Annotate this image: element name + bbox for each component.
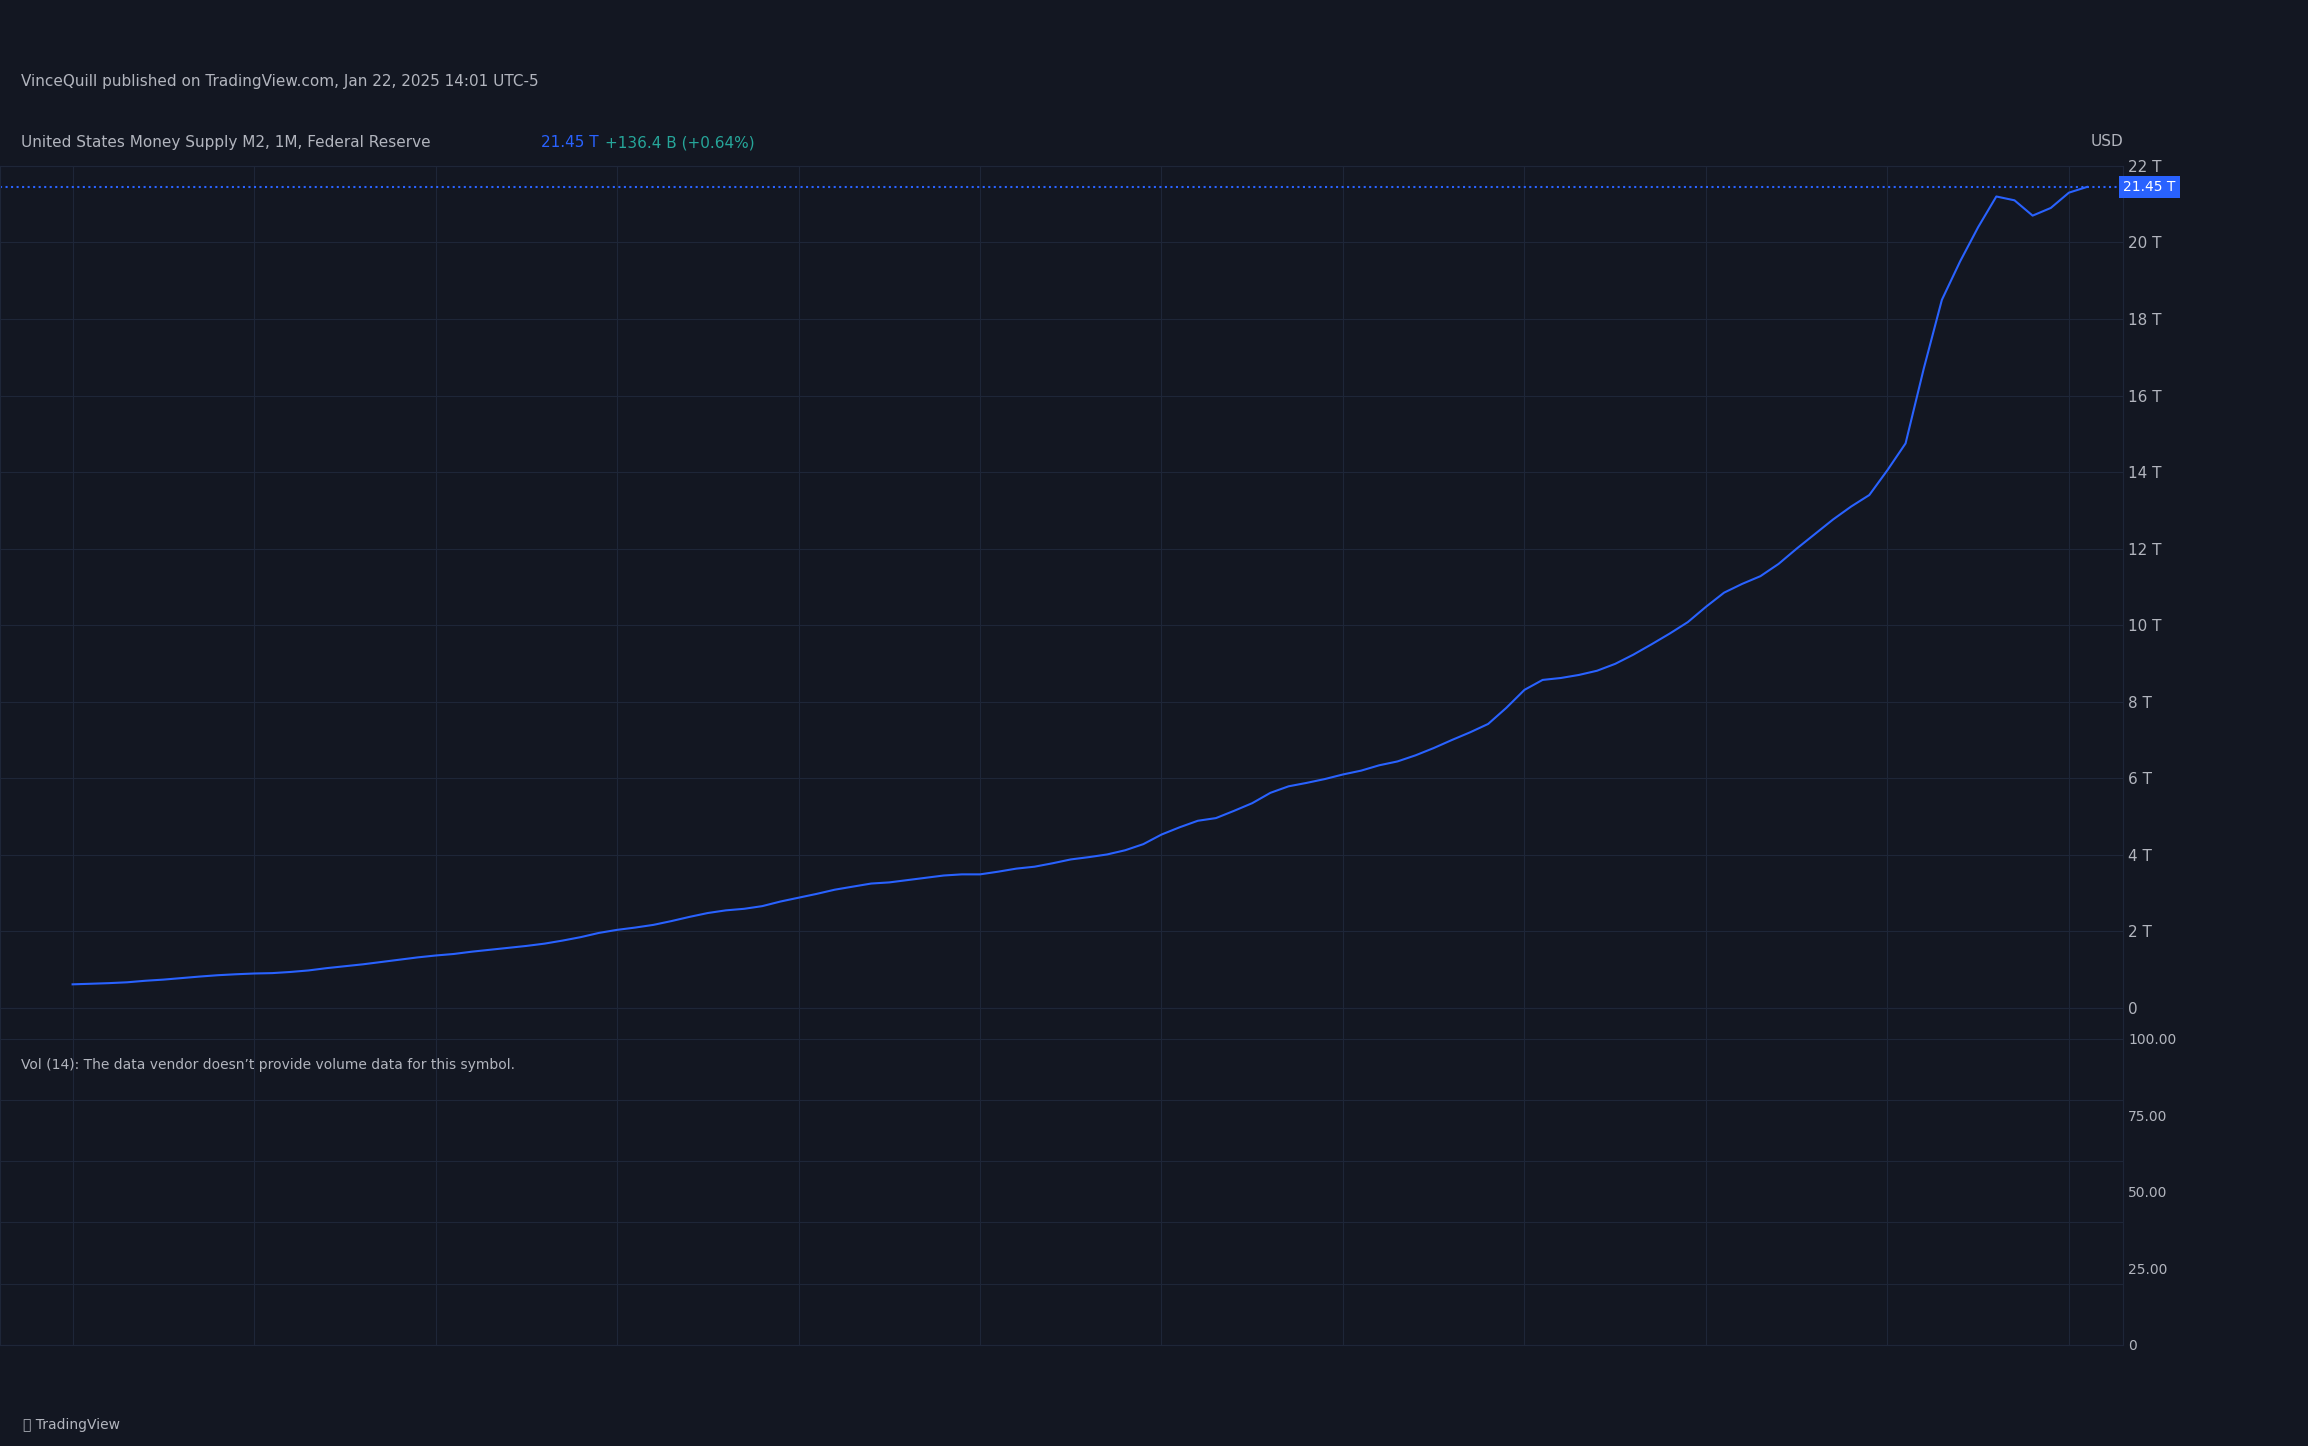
- Text: 🔹 TradingView: 🔹 TradingView: [23, 1417, 120, 1432]
- Text: Vol (14): The data vendor doesn’t provide volume data for this symbol.: Vol (14): The data vendor doesn’t provid…: [21, 1058, 515, 1073]
- Text: 21.45 T: 21.45 T: [2123, 179, 2176, 194]
- Text: +136.4 B (+0.64%): +136.4 B (+0.64%): [605, 136, 755, 150]
- Text: 21.45 T: 21.45 T: [542, 136, 609, 150]
- Text: VinceQuill published on TradingView.com, Jan 22, 2025 14:01 UTC-5: VinceQuill published on TradingView.com,…: [21, 74, 538, 90]
- Text: USD: USD: [2091, 134, 2123, 149]
- Text: United States Money Supply M2, 1M, Federal Reserve: United States Money Supply M2, 1M, Feder…: [21, 136, 441, 150]
